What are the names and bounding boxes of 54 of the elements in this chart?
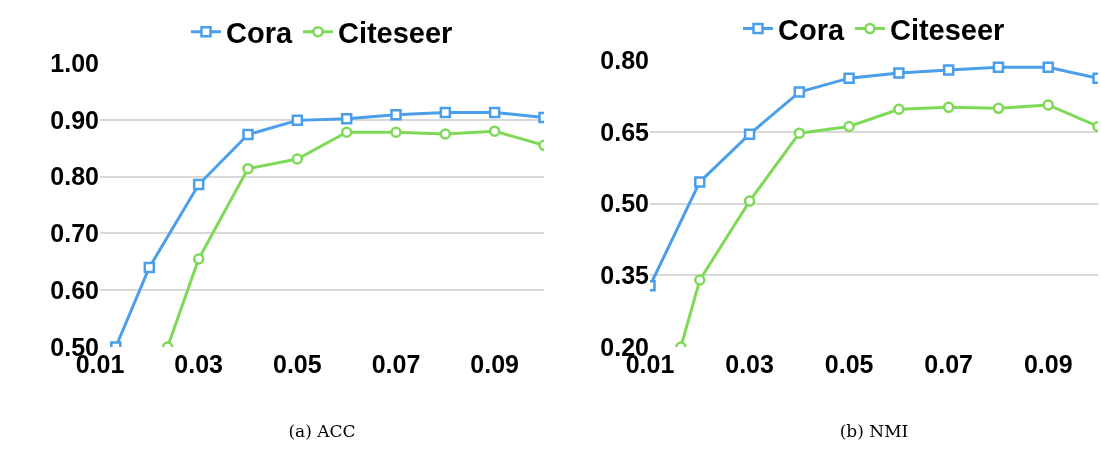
y-tick-label: 0.70 bbox=[50, 219, 99, 248]
point bbox=[694, 274, 706, 286]
x-tick-label: 0.07 bbox=[924, 350, 974, 378]
x-tick-label: 0.03 bbox=[725, 350, 774, 378]
point bbox=[390, 126, 402, 139]
point bbox=[942, 64, 955, 76]
y-tick-label: 0.80 bbox=[50, 162, 99, 191]
point bbox=[793, 127, 806, 139]
y-tick-label: 0.65 bbox=[600, 117, 650, 146]
point bbox=[992, 61, 1005, 73]
point bbox=[1042, 99, 1054, 111]
x-tick-label: 0.05 bbox=[824, 350, 874, 378]
point bbox=[439, 106, 452, 119]
point bbox=[743, 195, 756, 207]
point bbox=[992, 102, 1005, 115]
legend-label: Citeseer bbox=[337, 16, 453, 49]
x-axis-title: (b) NMI bbox=[839, 421, 909, 442]
point bbox=[893, 103, 905, 116]
legend-label: Cora bbox=[778, 13, 845, 46]
y-tick-label: 0.90 bbox=[50, 105, 99, 134]
point bbox=[340, 126, 353, 139]
point bbox=[192, 253, 205, 265]
x-tick-label: 0.03 bbox=[174, 350, 224, 378]
legend-label: Cora bbox=[226, 16, 293, 49]
point bbox=[242, 162, 254, 175]
y-tick-label: 0.50 bbox=[600, 189, 649, 218]
point bbox=[291, 114, 304, 127]
point bbox=[242, 128, 254, 141]
point bbox=[390, 108, 402, 121]
point bbox=[893, 67, 905, 79]
point bbox=[143, 261, 156, 274]
point bbox=[843, 120, 855, 133]
point bbox=[192, 178, 205, 191]
point bbox=[942, 101, 955, 114]
point bbox=[1042, 61, 1054, 73]
x-tick-label: 0.05 bbox=[272, 350, 322, 378]
point bbox=[340, 112, 353, 125]
legend-label: Citeseer bbox=[889, 13, 1005, 46]
point bbox=[843, 72, 855, 84]
point bbox=[488, 125, 501, 137]
y-tick-label: 0.60 bbox=[50, 275, 99, 304]
y-tick-label: 0.35 bbox=[600, 261, 650, 289]
x-axis-title: (a) ACC bbox=[288, 421, 356, 442]
y-tick-label: 1.00 bbox=[50, 48, 99, 77]
point bbox=[488, 106, 501, 119]
point bbox=[694, 176, 706, 188]
point bbox=[291, 153, 304, 165]
x-tick-label: 0.07 bbox=[371, 350, 421, 378]
x-tick-label: 0.09 bbox=[470, 350, 520, 378]
point bbox=[743, 128, 756, 140]
x-tick-label: 0.09 bbox=[1023, 350, 1073, 378]
y-tick-label: 0.80 bbox=[600, 45, 649, 74]
point bbox=[793, 86, 806, 98]
point bbox=[439, 128, 452, 140]
